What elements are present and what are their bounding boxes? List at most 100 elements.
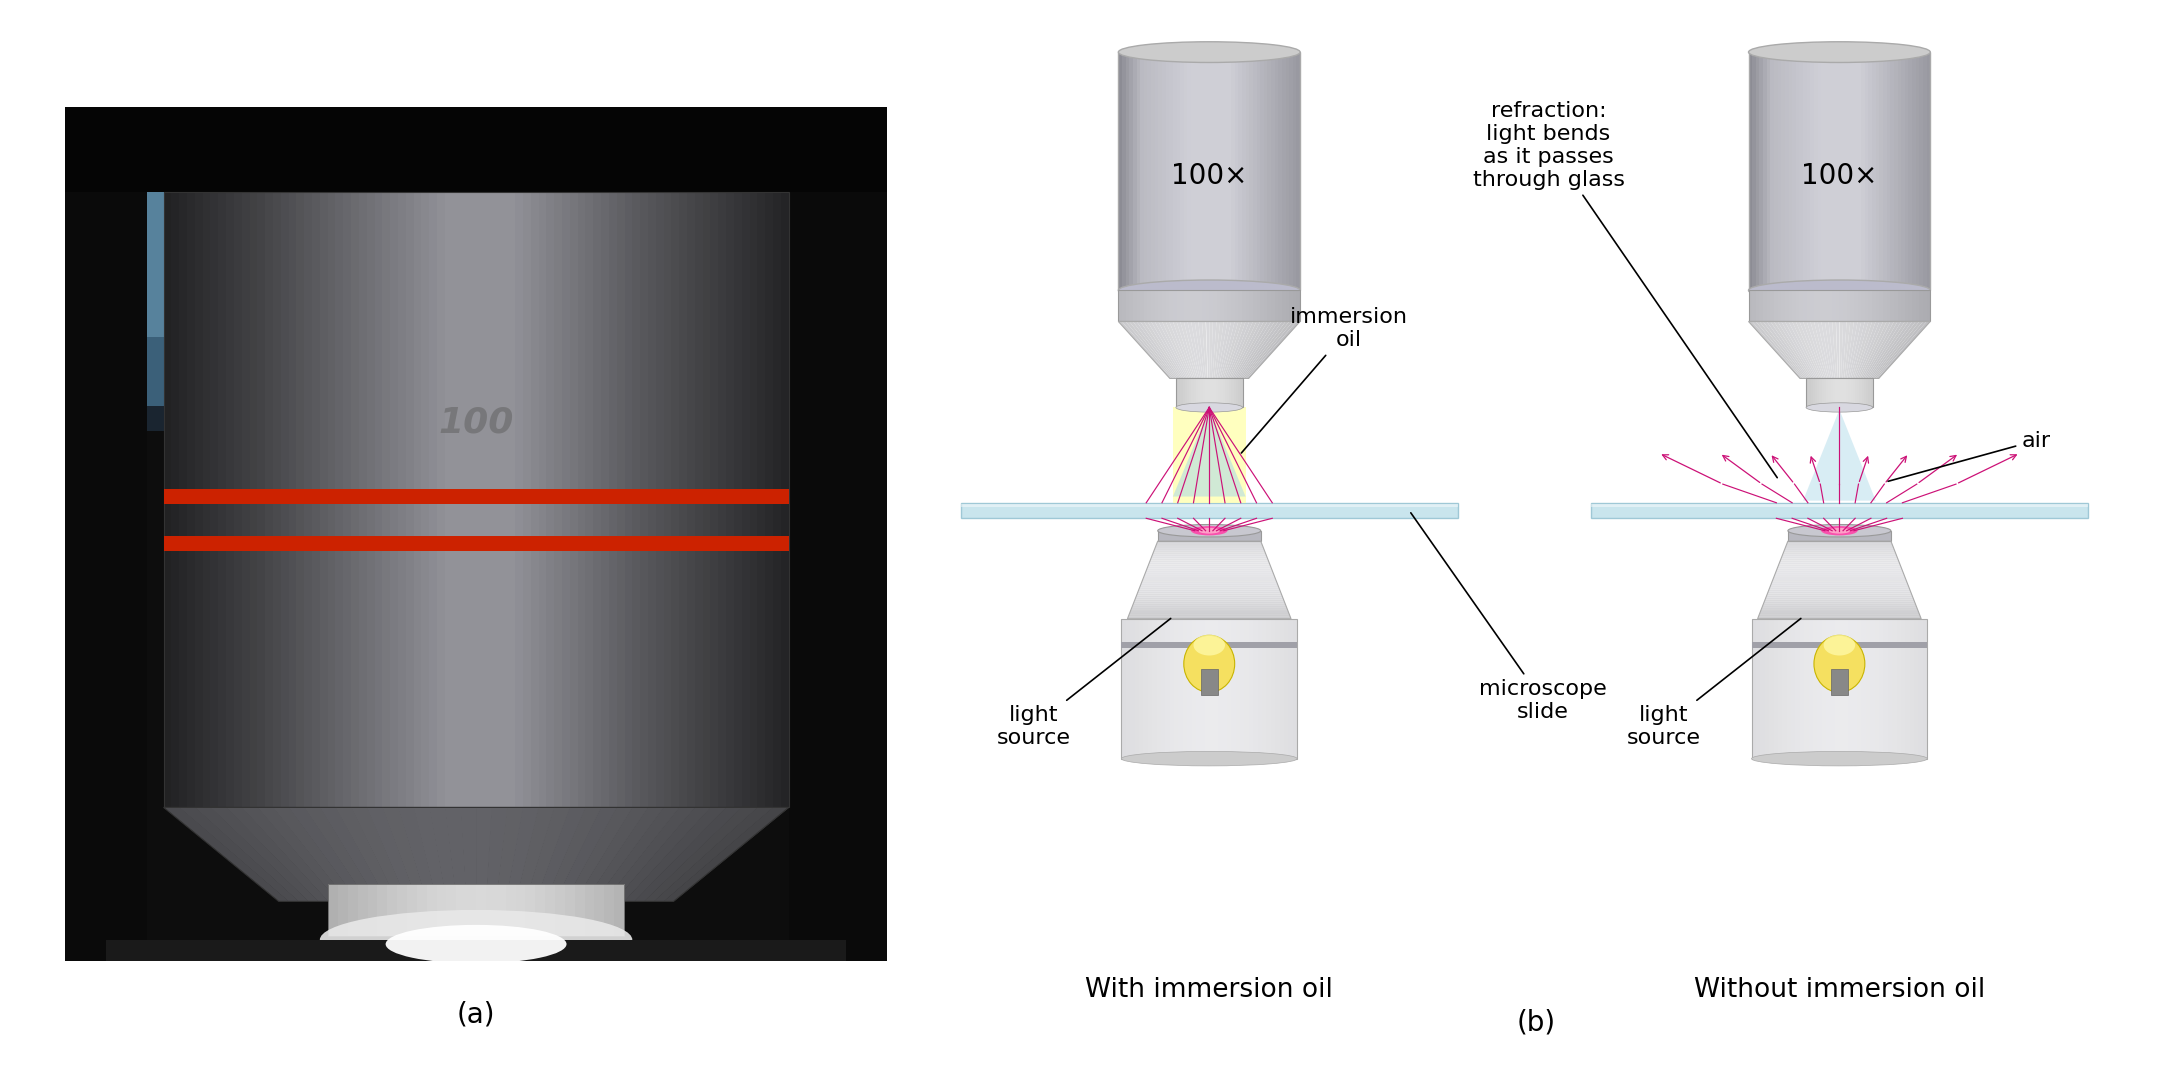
Bar <box>418 884 428 936</box>
Bar <box>617 192 625 807</box>
Bar <box>1868 378 1870 408</box>
Bar <box>1898 290 1902 321</box>
Bar <box>604 884 615 936</box>
Polygon shape <box>1824 321 1835 378</box>
Polygon shape <box>1807 321 1826 378</box>
Bar <box>487 884 498 936</box>
Polygon shape <box>1140 582 1277 584</box>
Ellipse shape <box>1119 280 1301 301</box>
Bar <box>679 192 688 807</box>
Bar <box>171 192 180 807</box>
Bar <box>1270 52 1275 290</box>
Text: Without immersion oil: Without immersion oil <box>1694 976 1984 1003</box>
Bar <box>1264 52 1268 290</box>
Ellipse shape <box>1749 42 1930 62</box>
Polygon shape <box>428 807 457 901</box>
Bar <box>1848 618 1852 758</box>
Polygon shape <box>288 807 368 901</box>
Polygon shape <box>1803 321 1824 378</box>
Bar <box>1792 618 1796 758</box>
Bar <box>1119 290 1301 321</box>
Ellipse shape <box>1787 524 1891 537</box>
Bar <box>461 192 470 807</box>
Bar <box>1268 290 1270 321</box>
Bar <box>1781 290 1785 321</box>
Bar <box>65 107 887 431</box>
Polygon shape <box>645 807 757 901</box>
Bar <box>1751 618 1757 758</box>
Bar <box>1257 618 1262 758</box>
Bar <box>1188 290 1190 321</box>
Bar <box>1909 290 1913 321</box>
Bar <box>281 192 290 807</box>
Bar <box>563 192 571 807</box>
Bar <box>1151 52 1156 290</box>
Bar <box>219 192 227 807</box>
Bar <box>1850 290 1855 321</box>
Polygon shape <box>1140 585 1279 587</box>
Bar <box>1216 378 1218 408</box>
Polygon shape <box>1216 321 1227 378</box>
Bar <box>1270 618 1275 758</box>
Bar <box>1292 618 1298 758</box>
Bar <box>695 192 703 807</box>
Bar <box>1190 290 1195 321</box>
Bar <box>578 192 586 807</box>
Text: 100×: 100× <box>1171 162 1246 190</box>
Bar <box>961 503 1459 518</box>
Bar <box>1883 290 1887 321</box>
Bar <box>539 192 547 807</box>
Bar <box>625 192 634 807</box>
Bar <box>1883 52 1887 290</box>
Bar <box>1279 52 1281 290</box>
Bar <box>1861 378 1863 408</box>
Polygon shape <box>1835 321 1839 378</box>
Bar <box>1296 290 1301 321</box>
Bar <box>1162 290 1166 321</box>
Bar <box>491 192 500 807</box>
Bar <box>1134 618 1138 758</box>
Bar <box>1188 618 1192 758</box>
Bar <box>1800 52 1803 290</box>
Bar <box>1919 290 1924 321</box>
Bar <box>1926 290 1930 321</box>
Bar <box>1796 618 1800 758</box>
Bar <box>1283 618 1288 758</box>
Bar <box>225 192 234 807</box>
Polygon shape <box>1770 584 1909 585</box>
Bar <box>1846 52 1850 290</box>
Bar <box>1285 290 1290 321</box>
Polygon shape <box>1850 321 1868 378</box>
Bar <box>446 884 457 936</box>
Bar <box>1803 290 1807 321</box>
Polygon shape <box>398 807 437 901</box>
Bar <box>703 192 712 807</box>
Bar <box>1915 618 1919 758</box>
Bar <box>1787 52 1792 290</box>
Bar <box>1233 378 1236 408</box>
Polygon shape <box>1246 321 1296 378</box>
Polygon shape <box>615 807 712 901</box>
Bar <box>1268 52 1270 290</box>
Polygon shape <box>1151 559 1268 561</box>
Bar <box>1158 531 1262 541</box>
Bar <box>1190 378 1192 408</box>
Polygon shape <box>1852 321 1872 378</box>
Polygon shape <box>664 807 790 901</box>
Bar <box>1279 290 1281 321</box>
Bar <box>1285 52 1290 290</box>
Bar <box>961 504 1459 507</box>
Polygon shape <box>1783 551 1896 553</box>
Bar <box>234 192 242 807</box>
Polygon shape <box>1777 321 1813 378</box>
Bar <box>1130 290 1134 321</box>
Bar <box>351 192 359 807</box>
Bar <box>671 192 679 807</box>
Bar <box>1770 618 1774 758</box>
Bar <box>1214 378 1216 408</box>
Bar <box>1846 378 1848 408</box>
Polygon shape <box>1130 611 1290 613</box>
Bar <box>242 192 251 807</box>
Ellipse shape <box>1158 524 1262 537</box>
Polygon shape <box>1147 564 1270 566</box>
